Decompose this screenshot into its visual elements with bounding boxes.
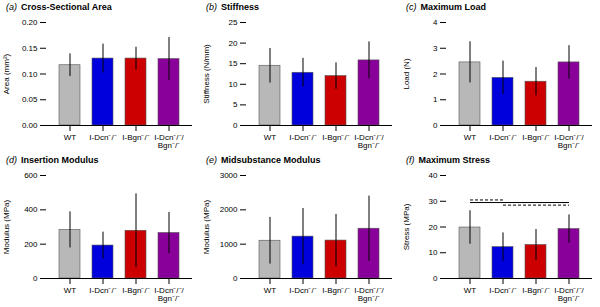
html-text:(f) Maximum Stress: (f) Maximum Stress: [406, 155, 490, 165]
svg-text:600: 600: [24, 171, 38, 180]
svg-text:Load (N): Load (N): [402, 58, 411, 89]
svg-text:I-Bgn⁻/⁻: I-Bgn⁻/⁻: [322, 133, 349, 142]
svg-text:200: 200: [24, 240, 38, 249]
html-text:Stiffness: Stiffness: [221, 2, 259, 12]
html-text:Midsubstance Modulus: Midsubstance Modulus: [221, 155, 321, 165]
svg-text:0.05: 0.05: [22, 95, 38, 104]
html-text:(a): (a): [6, 2, 17, 12]
svg-text:I-Dcn⁻/⁻: I-Dcn⁻/⁻: [489, 286, 516, 295]
svg-text:I-Dcn⁻/⁻/Bgn⁻/⁻: I-Dcn⁻/⁻/Bgn⁻/⁻: [554, 133, 584, 150]
svg-text:400: 400: [24, 205, 38, 214]
html-text:(b): (b): [206, 2, 217, 12]
html-text:(e): (e): [206, 155, 217, 165]
svg-text:WT: WT: [64, 133, 77, 142]
svg-text:0: 0: [233, 121, 238, 130]
svg-text:WT: WT: [464, 286, 477, 295]
svg-text:0.00: 0.00: [22, 121, 38, 130]
svg-text:20: 20: [229, 39, 238, 48]
svg-text:I-Dcn⁻/⁻: I-Dcn⁻/⁻: [289, 133, 316, 142]
svg-text:WT: WT: [64, 286, 77, 295]
svg-text:I-Dcn⁻/⁻: I-Dcn⁻/⁻: [89, 133, 116, 142]
svg-text:I-Dcn⁻/⁻: I-Dcn⁻/⁻: [489, 133, 516, 142]
html-text:(d): (d): [6, 155, 17, 165]
svg-text:30: 30: [429, 197, 438, 206]
svg-text:I-Dcn⁻/⁻/Bgn⁻/⁻: I-Dcn⁻/⁻/Bgn⁻/⁻: [554, 286, 584, 303]
svg-text:0.20: 0.20: [22, 18, 38, 27]
svg-text:Modulus (MPa): Modulus (MPa): [202, 200, 211, 255]
svg-text:1000: 1000: [220, 240, 238, 249]
svg-text:Modulus (MPa): Modulus (MPa): [2, 200, 11, 255]
svg-text:I-Bgn⁻/⁻: I-Bgn⁻/⁻: [322, 286, 349, 295]
svg-text:I-Dcn⁻/⁻/Bgn⁻/⁻: I-Dcn⁻/⁻/Bgn⁻/⁻: [154, 133, 184, 150]
svg-text:20: 20: [429, 223, 438, 232]
svg-text:WT: WT: [464, 133, 477, 142]
html-text:Insertion Modulus: Insertion Modulus: [21, 155, 99, 165]
svg-text:I-Bgn⁻/⁻: I-Bgn⁻/⁻: [122, 133, 149, 142]
svg-text:WT: WT: [264, 286, 277, 295]
svg-text:I-Dcn⁻/⁻: I-Dcn⁻/⁻: [289, 286, 316, 295]
svg-text:1: 1: [433, 95, 438, 104]
html-text:Cross-Sectional Area: Cross-Sectional Area: [21, 2, 112, 12]
svg-text:40: 40: [429, 171, 438, 180]
svg-text:Area (mm²): Area (mm²): [2, 53, 11, 94]
svg-text:10: 10: [429, 248, 438, 257]
svg-text:I-Bgn⁻/⁻: I-Bgn⁻/⁻: [522, 286, 549, 295]
svg-text:I-Dcn⁻/⁻: I-Dcn⁻/⁻: [89, 286, 116, 295]
svg-text:15: 15: [229, 59, 238, 68]
html-text:(c) Maximum Load: (c) Maximum Load: [406, 2, 486, 12]
svg-text:Stiffness (N/mm): Stiffness (N/mm): [202, 44, 211, 104]
svg-text:0: 0: [233, 274, 238, 283]
svg-text:4: 4: [433, 18, 438, 27]
svg-text:0.15: 0.15: [22, 44, 38, 53]
svg-text:0: 0: [33, 274, 38, 283]
svg-text:I-Bgn⁻/⁻: I-Bgn⁻/⁻: [522, 133, 549, 142]
svg-text:0: 0: [433, 274, 438, 283]
svg-text:2000: 2000: [220, 205, 238, 214]
svg-text:0: 0: [433, 121, 438, 130]
svg-text:Stress (MPa): Stress (MPa): [402, 203, 411, 250]
svg-text:3000: 3000: [220, 171, 238, 180]
svg-text:3: 3: [433, 44, 438, 53]
svg-text:25: 25: [229, 18, 238, 27]
svg-text:WT: WT: [264, 133, 277, 142]
svg-text:10: 10: [229, 80, 238, 89]
svg-text:0.10: 0.10: [22, 70, 38, 79]
svg-text:I-Dcn⁻/⁻/Bgn⁻/⁻: I-Dcn⁻/⁻/Bgn⁻/⁻: [354, 133, 384, 150]
svg-text:2: 2: [433, 70, 438, 79]
svg-text:I-Dcn⁻/⁻/Bgn⁻/⁻: I-Dcn⁻/⁻/Bgn⁻/⁻: [354, 286, 384, 303]
svg-text:I-Bgn⁻/⁻: I-Bgn⁻/⁻: [122, 286, 149, 295]
svg-text:I-Dcn⁻/⁻/Bgn⁻/⁻: I-Dcn⁻/⁻/Bgn⁻/⁻: [154, 286, 184, 303]
svg-text:5: 5: [233, 100, 238, 109]
